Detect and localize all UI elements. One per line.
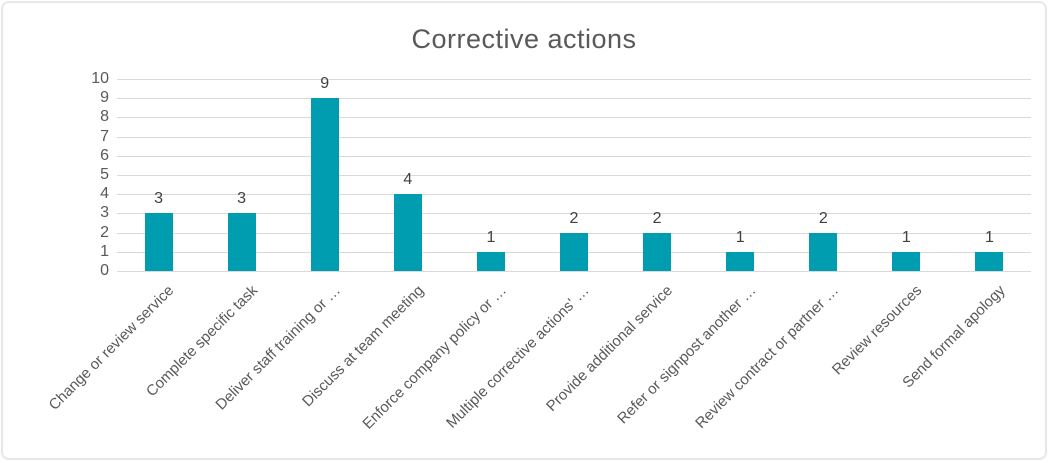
y-axis-tick-label: 5	[100, 166, 109, 183]
bar	[393, 194, 422, 271]
bar-value-label: 2	[818, 209, 828, 227]
bar	[975, 251, 1004, 271]
bar	[310, 98, 339, 271]
gridline	[117, 117, 1031, 119]
bar	[643, 232, 672, 271]
x-category-label-text: Review resources	[829, 282, 926, 379]
bar-value-label: 4	[403, 171, 413, 189]
y-axis-tick-label: 3	[100, 204, 109, 222]
gridline	[117, 155, 1031, 157]
y-axis-tick-label: 6	[100, 146, 109, 164]
bar-value-label: 2	[652, 209, 662, 227]
bar-value-label: 3	[154, 190, 163, 208]
y-axis-tick-label: 8	[100, 108, 109, 126]
bar-value-label: 2	[569, 209, 579, 227]
bar	[560, 232, 588, 271]
bar-value-label: 1	[735, 228, 745, 246]
x-category-label-text: Review contract or partner …	[692, 282, 843, 432]
y-axis-tick-label: 4	[100, 185, 109, 203]
bar	[809, 232, 838, 271]
x-category-label-text: Refer or signpost another …	[613, 282, 760, 428]
gridline	[117, 271, 1031, 272]
bar-value-label: 1	[985, 228, 994, 246]
bar	[476, 251, 505, 271]
bar-value-label: 1	[901, 228, 911, 246]
x-category-label-text: Enforce company policy or …	[359, 282, 510, 433]
gridline	[117, 98, 1031, 100]
bar-value-label: 9	[320, 75, 330, 93]
y-axis-tick-label: 2	[100, 223, 109, 241]
gridline	[117, 175, 1031, 176]
y-axis-tick-label: 1	[100, 242, 109, 260]
gridline	[117, 136, 1031, 138]
bar	[144, 213, 173, 271]
gridline	[117, 79, 1031, 80]
bar-value-label: 1	[486, 228, 496, 246]
y-axis-tick-label: 7	[100, 127, 109, 145]
bar-value-label: 3	[237, 190, 247, 208]
y-axis-tick-label: 10	[91, 70, 109, 87]
bar	[227, 213, 256, 271]
x-category-label-text: Multiple corrective actions' …	[443, 282, 594, 432]
y-axis-tick-label: 0	[100, 262, 109, 279]
y-axis-tick-label: 9	[100, 89, 109, 107]
bar	[726, 251, 755, 271]
gridline	[117, 213, 1031, 215]
chart-title: Corrective actions	[411, 24, 637, 54]
gridline	[117, 194, 1031, 196]
bar	[892, 251, 921, 271]
